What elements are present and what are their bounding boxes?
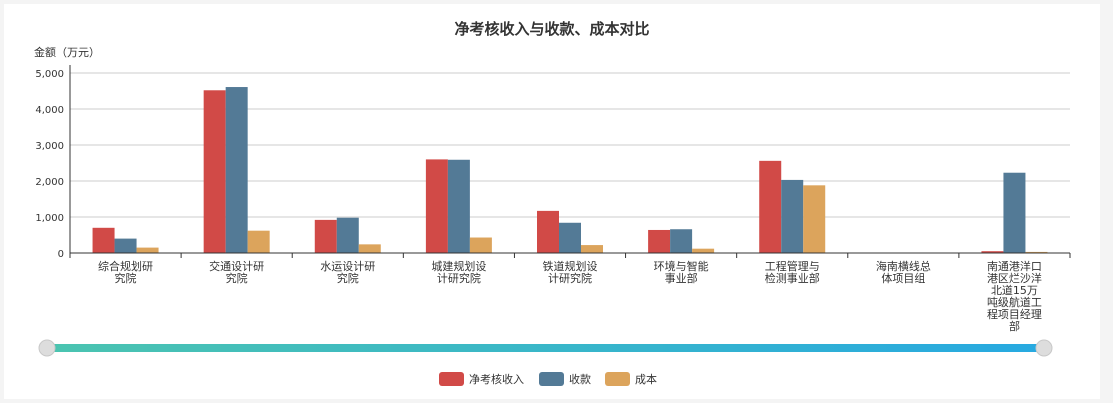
bar[interactable] [781,179,804,253]
bar[interactable] [1003,172,1026,253]
bar[interactable] [648,229,671,253]
bar[interactable] [225,87,248,253]
bars[interactable] [92,87,1048,253]
bar[interactable] [803,185,826,253]
y-axis-label: 金额（万元） [34,45,100,59]
bar[interactable] [247,230,270,253]
legend[interactable]: 净考核收入 收款 成本 [439,372,657,386]
bar[interactable] [314,219,337,253]
chart-card: 净考核收入与收款、成本对比 金额（万元） 0 1,000 2,000 3,000 4,0… [4,4,1100,399]
y-tick-label: 5,000 [35,69,64,80]
data-zoom-slider[interactable] [38,339,1053,357]
legend-item[interactable]: 收款 [539,372,591,386]
x-tick-label: 综合规划研究院 [98,259,153,285]
bar[interactable] [759,160,782,253]
bar[interactable] [670,229,693,253]
bar[interactable] [92,227,115,253]
slider-handle-right[interactable] [1035,339,1053,357]
legend-item[interactable]: 净考核收入 [439,372,524,386]
bar[interactable] [447,159,470,253]
chart-title: 净考核收入与收款、成本对比 [454,20,649,38]
x-tick-label: 城建规划设计研究院 [431,259,486,285]
bar[interactable] [425,159,448,253]
bar[interactable] [692,248,715,253]
y-tick-label: 4,000 [35,105,64,116]
bar[interactable] [981,251,1004,253]
legend-swatch [439,372,464,386]
bar[interactable] [114,238,137,253]
x-tick-label: 铁道规划设计研究院 [543,259,598,285]
slider-track[interactable] [47,344,1044,352]
bar[interactable] [559,222,581,253]
legend-label: 收款 [569,372,591,386]
slider-handle-left[interactable] [38,339,56,357]
x-tick-label: 南通港洋口港区烂沙洋北道15万吨级航道工程项目经理部 [987,259,1042,333]
bar[interactable] [336,217,359,253]
axes: 0 1,000 2,000 3,000 4,000 5,000 [35,65,1071,260]
legend-label: 成本 [635,372,657,386]
y-tick-label: 3,000 [35,141,64,152]
legend-item[interactable]: 成本 [605,372,657,386]
bar[interactable] [537,210,559,253]
x-tick-label: 海南横线总体项目组 [876,259,931,285]
x-tick-label: 水运设计研究院 [320,260,375,285]
legend-swatch [605,372,630,386]
bar[interactable] [358,244,381,253]
x-tick-label: 环境与智能事业部 [654,259,709,285]
x-tick-label: 交通设计研究院 [209,259,264,285]
x-tick-label: 工程管理与检测事业部 [765,259,820,285]
legend-label: 净考核收入 [469,372,524,386]
bar-chart: 净考核收入与收款、成本对比 金额（万元） 0 1,000 2,000 3,000 4,0… [34,20,1071,386]
bar[interactable] [469,237,492,253]
category-labels: 综合规划研究院 交通设计研究院 水运设计研究院 城建规划设计研究院 铁道规划设计研究院 环… [98,259,1042,333]
y-tick-label: 1,000 [35,213,64,224]
bar[interactable] [581,245,603,253]
bar[interactable] [136,247,159,253]
y-tick-label: 0 [58,249,64,260]
bar[interactable] [203,90,226,253]
legend-swatch [539,372,564,386]
bar[interactable] [1025,251,1048,253]
y-tick-label: 2,000 [35,177,64,188]
